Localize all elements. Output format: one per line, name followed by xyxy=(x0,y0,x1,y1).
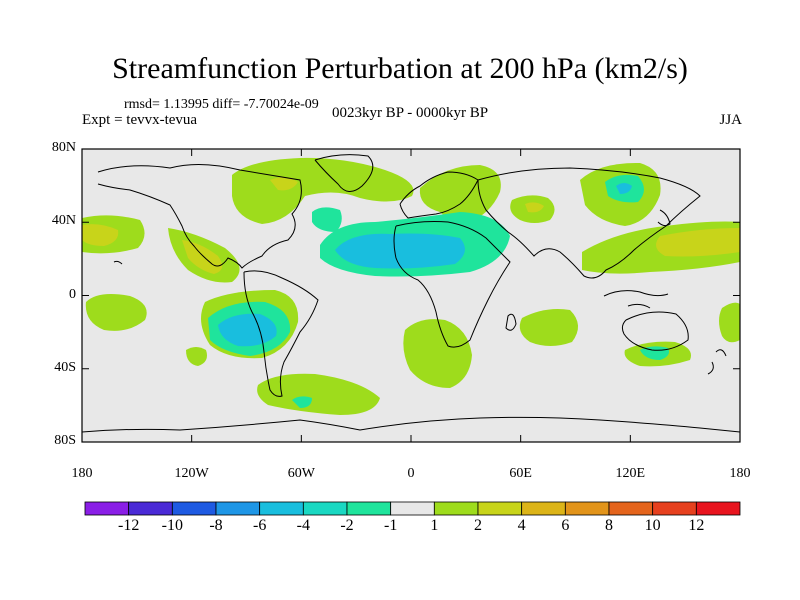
experiment-label: Expt = tevvx-tevua xyxy=(82,112,198,128)
colorbar-box-13 xyxy=(652,501,697,516)
colorbar-box-14 xyxy=(695,501,741,516)
pos-region-south-pacific xyxy=(85,294,147,331)
colorbar-box-8 xyxy=(433,501,479,516)
neg-core-sahara xyxy=(335,233,465,269)
lon-label-1: 120W xyxy=(174,466,209,481)
page-title: Streamfunction Perturbation at 200 hPa (… xyxy=(112,52,688,85)
colorbar-box-0 xyxy=(84,501,130,516)
lat-label-2: 0 xyxy=(69,286,76,302)
lat-label-4: 80S xyxy=(54,433,76,448)
colorbar-label-4: -4 xyxy=(296,517,310,534)
colorbar-box-2 xyxy=(171,501,217,516)
lon-label-3: 0 xyxy=(407,466,415,481)
lon-label-0: 180 xyxy=(71,466,93,481)
lon-label-2: 60W xyxy=(287,466,315,481)
colorbar-label-5: -2 xyxy=(340,517,354,534)
coastline-greenland xyxy=(314,154,374,192)
colorbar-box-5 xyxy=(302,501,348,516)
lat-label-3: 40S xyxy=(54,359,76,375)
pos-region-drake xyxy=(257,373,380,415)
coastline-africa xyxy=(393,221,511,348)
coastline-south-america xyxy=(243,270,319,397)
colorbar-box-9 xyxy=(477,501,523,516)
neg-region-atlantic xyxy=(312,207,342,232)
colorbar-label-1: -10 xyxy=(161,517,183,534)
pos-core-mexico xyxy=(182,240,223,274)
colorbar-box-3 xyxy=(215,501,261,516)
colorbar-label-7: 1 xyxy=(430,517,439,534)
coastline-southeast-asia-islands xyxy=(603,290,669,309)
coastline-europe xyxy=(399,171,479,219)
pos-region-south-atlantic xyxy=(403,319,472,388)
neg-region-atlantic-small xyxy=(292,396,312,408)
pos-core-central-asia xyxy=(525,202,544,213)
coastline-new-zealand xyxy=(707,349,727,375)
lon-label-5: 120E xyxy=(615,466,646,481)
colorbar-label-10: 6 xyxy=(561,517,570,534)
colorbar-label-9: 4 xyxy=(517,517,526,534)
map-panel xyxy=(82,149,740,442)
coastline-asia xyxy=(477,167,701,279)
coastline-australia xyxy=(621,311,689,351)
colorbar-label-3: -6 xyxy=(252,517,267,534)
lon-label-6: 180 xyxy=(729,466,751,481)
pos-core-west-pacific xyxy=(656,228,740,257)
period-label: 0023kyr BP - 0000kyr BP xyxy=(331,105,489,121)
positive-cores xyxy=(82,177,740,274)
stats-label: rmsd= 1.13995 diff= -7.70024e-09 xyxy=(124,97,319,112)
coastlines xyxy=(82,154,740,433)
pos-region-south-pacific-small xyxy=(186,347,207,366)
colorbar-label-2: -8 xyxy=(209,517,223,534)
colorbar-box-12 xyxy=(608,501,654,516)
pos-region-indian-ocean xyxy=(519,309,579,346)
season-label: JJA xyxy=(719,112,742,128)
lat-tick-marks xyxy=(82,148,740,443)
colorbar-box-1 xyxy=(128,501,173,516)
lon-label-4: 60E xyxy=(509,466,532,481)
colorbar-box-11 xyxy=(564,501,610,516)
colorbar-box-6 xyxy=(346,501,392,516)
coastline-north-america xyxy=(97,163,302,269)
pos-region-north-america xyxy=(232,157,414,224)
neg-core-east-asia xyxy=(616,183,632,194)
colorbar-box-4 xyxy=(259,501,304,516)
colorbar-label-13: 12 xyxy=(688,517,705,534)
colorbar-label-0: -12 xyxy=(117,517,140,534)
colorbar-box-10 xyxy=(521,501,566,516)
colorbar-label-6: -1 xyxy=(383,517,398,534)
colorbar xyxy=(84,501,741,516)
coastline-madagascar xyxy=(505,313,517,331)
pos-region-south-west-pacific xyxy=(719,302,740,343)
pos-core-pacific xyxy=(82,224,119,246)
coastline-antarctica xyxy=(82,416,740,433)
colorbar-label-8: 2 xyxy=(474,517,482,534)
lat-label-1: 40N xyxy=(51,213,76,229)
colorbar-label-11: 8 xyxy=(605,517,613,534)
lat-label-0: 80N xyxy=(51,140,76,155)
coastline-japan xyxy=(657,209,671,227)
colorbar-box-7 xyxy=(390,501,435,516)
lon-tick-marks xyxy=(81,149,741,442)
coastline-hawaii xyxy=(113,260,123,265)
pos-core-north-atlantic xyxy=(270,177,298,191)
colorbar-label-12: 10 xyxy=(644,517,661,534)
